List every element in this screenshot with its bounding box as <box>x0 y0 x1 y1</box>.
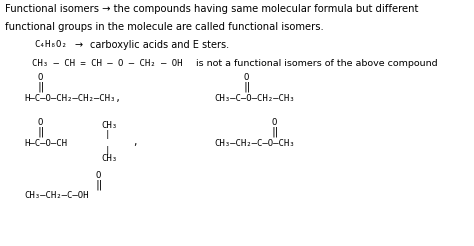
Text: ‖: ‖ <box>37 81 44 92</box>
Text: ‖: ‖ <box>96 179 102 190</box>
Text: O: O <box>271 118 277 127</box>
Text: H–C–O–CH₂–CH₂–CH₃,: H–C–O–CH₂–CH₂–CH₃, <box>24 94 121 103</box>
Text: functional groups in the molecule are called functional isomers.: functional groups in the molecule are ca… <box>5 22 324 32</box>
Text: |: | <box>105 146 110 155</box>
Text: carboxylic acids and E sters.: carboxylic acids and E sters. <box>90 40 228 50</box>
Text: ,: , <box>132 138 137 147</box>
Text: O: O <box>37 73 43 82</box>
Text: ‖: ‖ <box>244 81 250 92</box>
Text: CH₃–C–O–CH₂–CH₃: CH₃–C–O–CH₂–CH₃ <box>214 94 295 103</box>
Text: |: | <box>105 130 110 139</box>
Text: ‖: ‖ <box>271 127 278 137</box>
Text: CH₃–CH₂–C–O–CH₃: CH₃–CH₂–C–O–CH₃ <box>214 139 295 148</box>
Text: O: O <box>244 73 249 82</box>
Text: C₄H₈O₂: C₄H₈O₂ <box>35 40 67 49</box>
Text: Functional isomers → the compounds having same molecular formula but different: Functional isomers → the compounds havin… <box>5 4 418 14</box>
Text: is not a functional isomers of the above compound: is not a functional isomers of the above… <box>193 59 438 68</box>
Text: O: O <box>37 118 43 127</box>
Text: CH₃: CH₃ <box>101 154 118 163</box>
Text: CH₃–CH₂–C–OH: CH₃–CH₂–C–OH <box>24 191 89 200</box>
Text: H–C–O–CH: H–C–O–CH <box>24 139 67 148</box>
Text: →: → <box>75 40 83 50</box>
Text: CH₃: CH₃ <box>101 121 118 130</box>
Text: ‖: ‖ <box>37 127 44 137</box>
Text: CH₃ – CH = CH – O – CH₂ – OH: CH₃ – CH = CH – O – CH₂ – OH <box>32 59 183 68</box>
Text: O: O <box>96 171 101 180</box>
